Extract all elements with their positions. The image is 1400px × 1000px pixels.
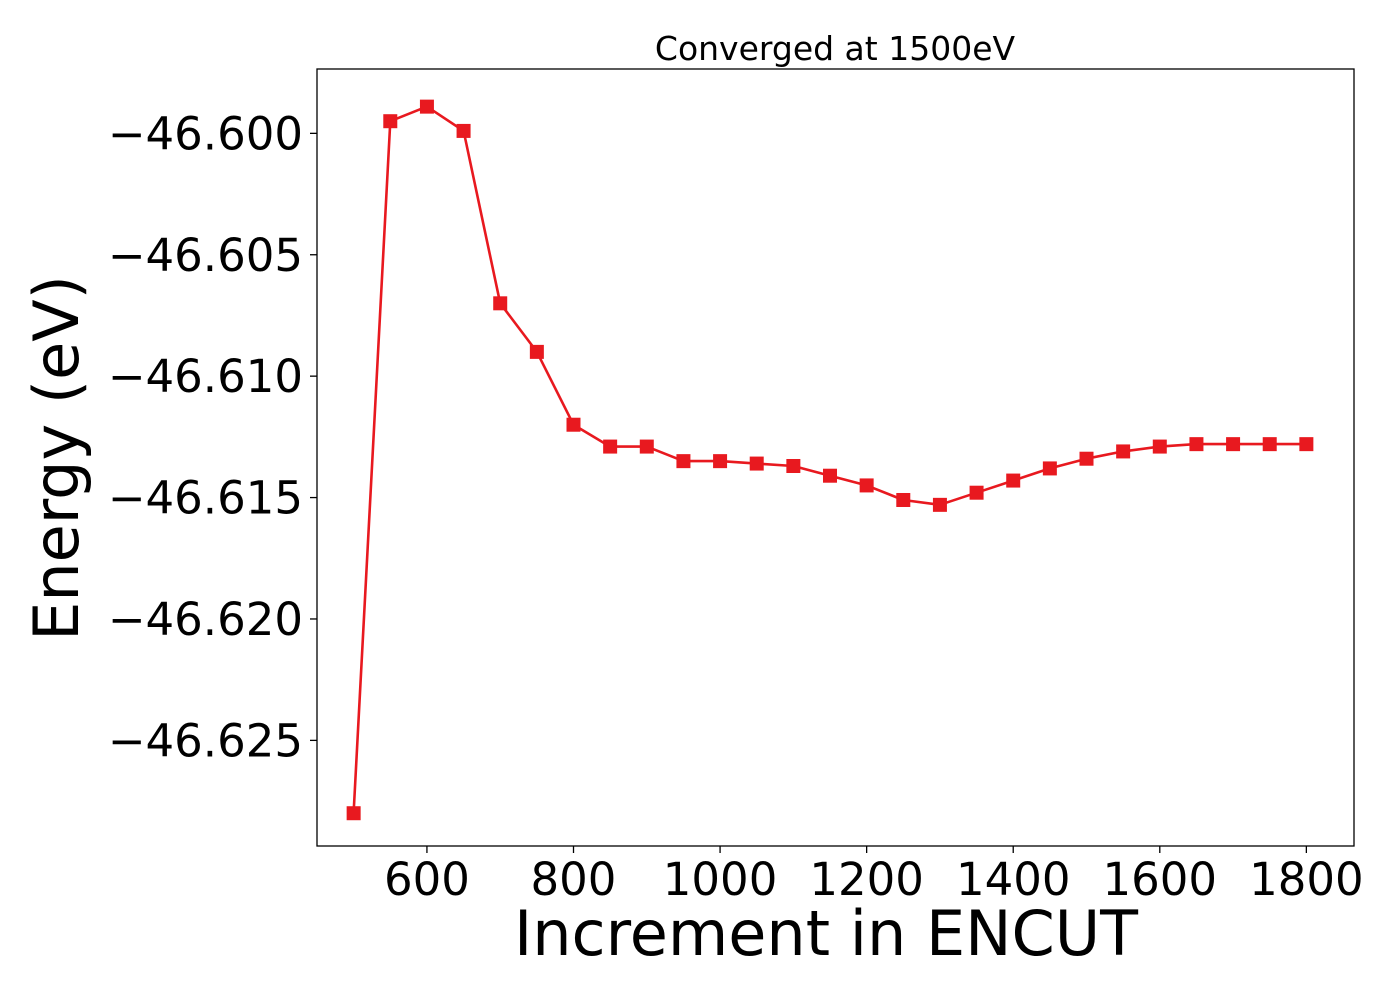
data-point-marker — [346, 806, 361, 821]
data-point-marker — [1006, 473, 1021, 488]
y-axis-label: Energy (eV) — [20, 275, 93, 641]
chart-title: Converged at 1500eV — [655, 29, 1016, 68]
data-point-marker — [1152, 439, 1167, 454]
data-point-marker — [566, 417, 581, 432]
x-tick-label: 800 — [531, 853, 617, 906]
data-point-marker — [1116, 444, 1131, 459]
series-group — [346, 99, 1314, 821]
x-tick-label: 1800 — [1249, 853, 1364, 906]
data-point-marker — [859, 478, 874, 493]
data-point-marker — [419, 99, 434, 114]
x-tick-label: 1200 — [809, 853, 924, 906]
data-point-marker — [1299, 437, 1314, 452]
data-point-marker — [529, 344, 544, 359]
data-point-marker — [749, 456, 764, 471]
data-point-marker — [1262, 437, 1277, 452]
data-point-marker — [1189, 437, 1204, 452]
x-axis-label: Increment in ENCUT — [514, 897, 1139, 970]
data-point-marker — [603, 439, 618, 454]
series-line — [352, 105, 1307, 814]
y-tick-label: −46.605 — [108, 229, 303, 282]
data-point-marker — [932, 497, 947, 512]
y-tick-label: −46.625 — [108, 714, 303, 767]
x-tick-label: 1600 — [1103, 853, 1218, 906]
data-point-marker — [896, 492, 911, 507]
data-point-marker — [713, 454, 728, 469]
data-point-marker — [969, 485, 984, 500]
y-axis-ticks: −46.600 −46.605 −46.610 −46.615 −46.620 −46.6… — [108, 107, 317, 767]
data-point-marker — [383, 114, 398, 129]
x-tick-label: 1000 — [663, 853, 778, 906]
data-point-marker — [1226, 437, 1241, 452]
data-point-marker — [823, 468, 838, 483]
x-tick-label: 1400 — [956, 853, 1071, 906]
x-tick-label: 600 — [384, 853, 470, 906]
y-tick-label: −46.615 — [108, 472, 303, 525]
data-point-marker — [456, 123, 471, 138]
x-axis-ticks: 600 800 1000 1200 1400 1600 1800 — [384, 846, 1364, 906]
data-point-marker — [786, 458, 801, 473]
data-point-marker — [493, 296, 508, 311]
data-point-marker — [1042, 461, 1057, 476]
data-point-marker — [1079, 451, 1094, 466]
plot-area-frame — [316, 68, 1355, 847]
y-tick-label: −46.600 — [108, 107, 303, 160]
y-tick-label: −46.610 — [108, 350, 303, 403]
data-point-marker — [639, 439, 654, 454]
y-tick-label: −46.620 — [108, 593, 303, 646]
data-point-marker — [676, 454, 691, 469]
